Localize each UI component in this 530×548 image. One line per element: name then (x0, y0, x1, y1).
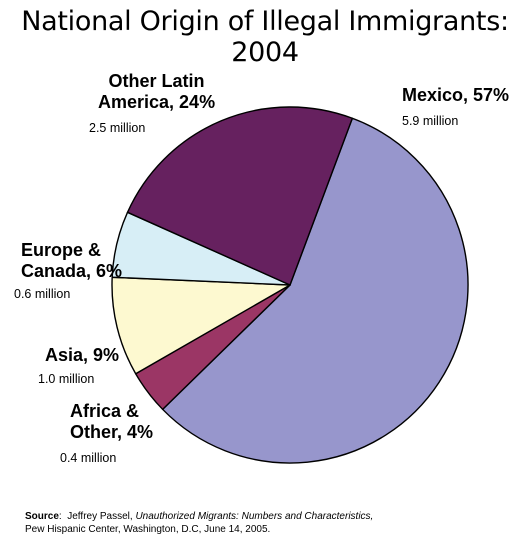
pie-slice-mexico (161, 117, 469, 464)
source-line-2: Pew Hispanic Center, Washington, D.C, Ju… (25, 524, 271, 535)
slice-label-africa-other: Africa & Other, 4% (70, 401, 153, 443)
label-other-latin-america: Other Latin America, 24% 2.5 million (89, 71, 215, 136)
source-author: Jeffrey Passel, (67, 511, 133, 522)
label-africa-other: Africa & Other, 4% 0.4 million (60, 401, 153, 466)
slice-label-mexico: Mexico, 57% (402, 85, 510, 105)
source-line-1: Source: Jeffrey Passel, Unauthorized Mig… (25, 510, 373, 523)
slice-label-other-latin-america: Other Latin America, 24% (98, 71, 215, 113)
source-title: Unauthorized Migrants: Numbers and Chara… (135, 511, 374, 522)
pie-slice-other-latin-america (126, 106, 354, 286)
slice-label-asia: Asia, 9% (45, 345, 120, 365)
source-note: Source: Jeffrey Passel, Unauthorized Mig… (25, 510, 373, 536)
source-colon: : (58, 511, 68, 522)
source-label: Source (25, 511, 59, 522)
label-mexico: Mexico, 57% 5.9 million (402, 85, 509, 129)
slice-label-line: America, 24% (98, 92, 216, 112)
slice-label-line: Europe & (21, 240, 102, 260)
slice-label-line: Other, 4% (70, 422, 154, 442)
slice-label-line: Africa & (70, 401, 140, 421)
slice-label-europe-canada: Europe & Canada, 6% (21, 240, 122, 282)
label-europe-canada: Europe & Canada, 6% 0.6 million (14, 240, 122, 302)
pie-slice-asia (111, 276, 291, 375)
slice-amount-europe-canada: 0.6 million (14, 287, 71, 301)
chart-title: National Origin of Illegal Immigrants: 2… (21, 6, 509, 68)
slice-label-line: Canada, 6% (21, 261, 123, 281)
slice-amount-africa-other: 0.4 million (60, 451, 117, 465)
label-asia: Asia, 9% 1.0 million (38, 345, 120, 387)
slice-amount-other-latin-america: 2.5 million (89, 121, 146, 135)
slice-label-line: Other Latin (108, 71, 205, 91)
slice-amount-mexico: 5.9 million (402, 114, 459, 128)
slice-amount-asia: 1.0 million (38, 372, 95, 386)
